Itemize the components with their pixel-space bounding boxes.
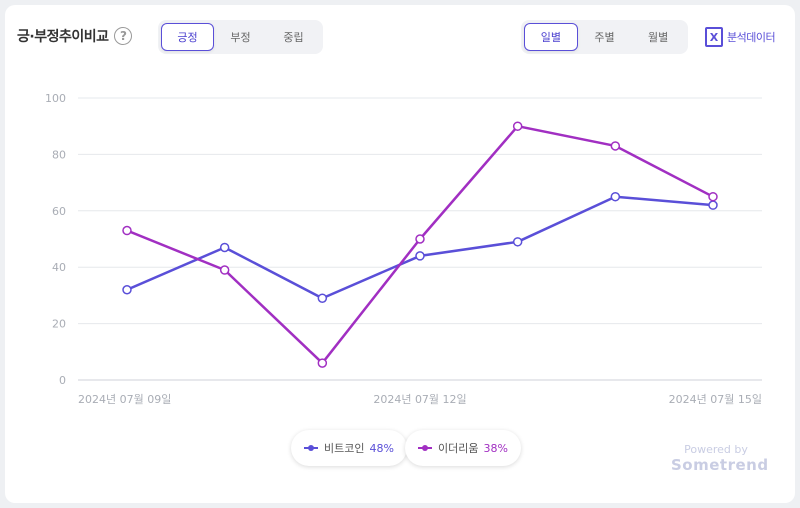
y-tick-label: 80 [52,148,66,161]
powered-by-text: Powered by [684,443,748,456]
legend-series-name: 비트코인 [324,442,365,455]
x-tick-label: 2024년 07월 12일 [373,392,466,406]
data-point [317,293,328,303]
y-tick-label: 20 [52,318,66,331]
tab-positive[interactable]: 긍정 [161,23,215,51]
y-axis-ticks: 100 80 60 40 20 0 [45,92,66,387]
legend-series-share: 38% [483,441,508,455]
tab-monthly[interactable]: 월별 [648,31,669,44]
grid-lines [78,97,762,381]
chart-header: 긍·부정추이비교 ? [17,26,133,46]
sentiment-tab-group: 긍정 부정 중립 [158,20,323,54]
tab-neutral[interactable]: 중립 [283,31,304,44]
tab-negative[interactable]: 부정 [230,31,251,44]
y-tick-label: 100 [45,92,66,105]
question-circle-icon[interactable]: ? [114,27,133,45]
legend-item-ethereum[interactable]: 이더리움 38% [405,430,521,466]
series-line [125,195,715,300]
export-data-button[interactable]: X 분석데이터 [705,27,776,47]
y-tick-label: 60 [52,205,66,218]
legend-item-bitcoin[interactable]: 비트코인 48% [291,430,407,466]
legend-line-marker [418,444,432,452]
powered-by-logo: Powered by Sometrend [671,443,769,475]
excel-icon: X [705,27,723,47]
data-point [708,200,718,210]
series-1 [122,121,718,368]
data-point [610,191,621,202]
x-tick-label: 2024년 07월 09일 [78,392,171,406]
data-point [122,225,132,236]
data-point [512,237,523,247]
x-axis-ticks: 2024년 07월 09일 2024년 07월 12일 2024년 07월 15일 [78,392,762,406]
export-label: 분석데이터 [727,31,776,44]
data-point [512,121,523,131]
legend-line-marker [304,444,318,452]
data-point [219,242,230,253]
data-point [219,265,230,275]
legend-series-name: 이더리움 [438,442,479,455]
tab-daily[interactable]: 일별 [524,23,578,51]
series-line [125,124,715,365]
x-tick-label: 2024년 07월 15일 [669,392,762,406]
data-point [122,285,132,295]
data-point [708,191,718,202]
data-point [610,141,621,151]
data-point [317,358,328,368]
series-lines [122,121,718,368]
legend-series-share: 48% [369,441,394,455]
tab-weekly[interactable]: 주별 [594,31,615,44]
period-tab-group: 일별 주별 월별 [521,20,688,54]
y-tick-label: 0 [59,374,66,387]
data-point [415,234,425,244]
chart-title: 긍·부정추이비교 [17,29,109,45]
y-tick-label: 40 [52,261,66,274]
chart-card [5,5,795,503]
data-point [415,251,425,261]
series-0 [122,191,718,303]
brand-logo-text: Sometrend [671,456,769,475]
